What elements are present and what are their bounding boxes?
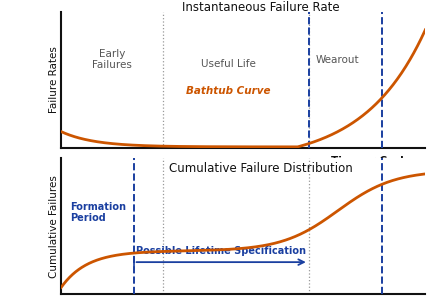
Text: Useful Life: Useful Life [201,58,256,68]
Text: Early
Failures: Early Failures [92,49,132,70]
Text: Cumulative Failure Distribution: Cumulative Failure Distribution [169,162,353,175]
Text: Bathtub Curve: Bathtub Curve [186,86,271,96]
Text: Instantaneous Failure Rate: Instantaneous Failure Rate [182,1,340,14]
Text: Time or Cycles: Time or Cycles [331,156,417,166]
Text: Wearout: Wearout [316,55,360,65]
Y-axis label: Cumulative Failures: Cumulative Failures [49,175,59,278]
Y-axis label: Failure Rates: Failure Rates [49,46,59,113]
Text: Formation
Period: Formation Period [70,202,126,223]
Text: Possible Lifetime Specification: Possible Lifetime Specification [136,246,306,256]
